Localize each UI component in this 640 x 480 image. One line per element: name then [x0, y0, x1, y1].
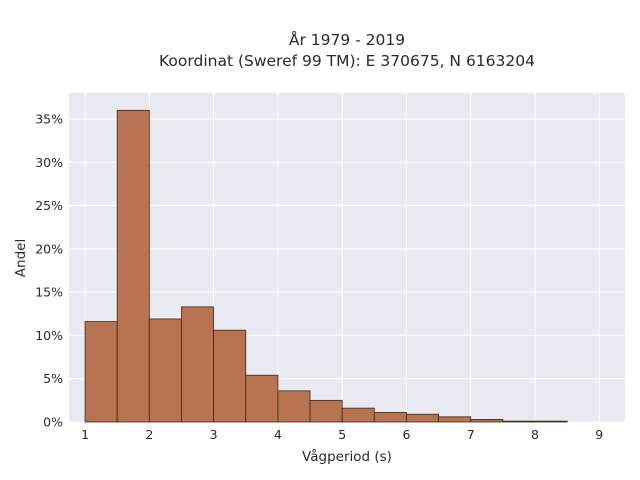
- y-axis-label: Andel: [13, 239, 29, 277]
- x-tick-label: 4: [274, 427, 282, 442]
- chart-title-line-1: År 1979 - 2019: [289, 30, 405, 49]
- histogram-bar: [373, 412, 407, 423]
- histogram-bar: [148, 318, 182, 423]
- y-tick-label: 15%: [35, 285, 63, 300]
- chart-title-line-2: Koordinat (Sweref 99 TM): E 370675, N 61…: [159, 52, 535, 70]
- x-tick-label: 6: [402, 427, 410, 442]
- x-tick-label: 5: [338, 427, 346, 442]
- y-tick-label: 0%: [43, 415, 63, 430]
- x-tick-label: 8: [531, 427, 539, 442]
- x-tick-label: 7: [467, 427, 475, 442]
- y-tick-label: 35%: [35, 111, 63, 126]
- x-tick-label: 9: [595, 427, 603, 442]
- y-tick-label: 10%: [35, 328, 63, 343]
- histogram-bar: [438, 416, 472, 423]
- y-axis-ticks: 0% 5% 10% 15% 20% 25% 30% 35%: [35, 111, 63, 429]
- histogram-bar: [534, 420, 568, 423]
- y-tick-label: 20%: [35, 241, 63, 256]
- histogram-bar: [245, 374, 279, 423]
- histogram-bar: [502, 420, 536, 423]
- histogram-bar: [309, 399, 343, 423]
- x-axis-label: Vågperiod (s): [302, 448, 392, 465]
- x-tick-label: 3: [210, 427, 218, 442]
- x-tick-label: 2: [145, 427, 153, 442]
- histogram-bar: [406, 413, 439, 423]
- histogram-bar: [181, 306, 215, 423]
- histogram-bar: [341, 407, 375, 423]
- x-tick-label: 1: [81, 427, 89, 442]
- histogram-bar: [277, 390, 311, 423]
- bars: [84, 109, 568, 423]
- histogram-bar: [84, 321, 118, 423]
- histogram-bar: [116, 109, 150, 423]
- histogram-bar: [470, 419, 504, 423]
- histogram-bar: [213, 329, 247, 423]
- y-tick-label: 5%: [43, 371, 63, 386]
- y-tick-label: 30%: [35, 155, 63, 170]
- y-tick-label: 25%: [35, 198, 63, 213]
- x-axis-ticks: 1 2 3 4 5 6 7 8 9: [81, 427, 603, 442]
